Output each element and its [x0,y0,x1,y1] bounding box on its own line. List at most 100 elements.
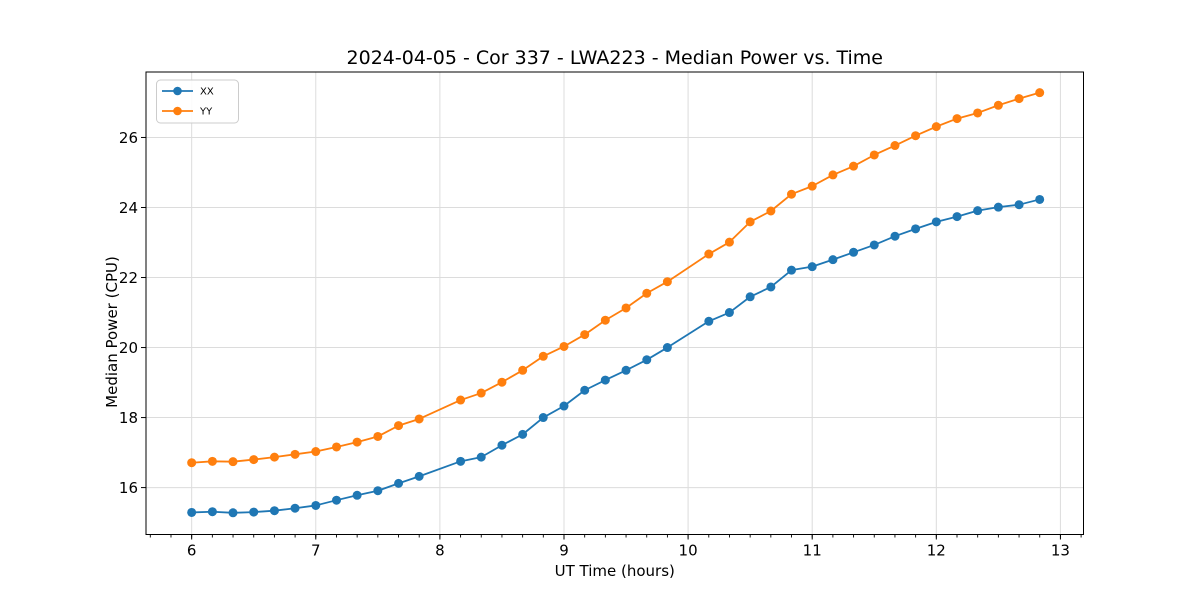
series-YY-marker [332,442,341,452]
series-YY-marker [828,170,838,180]
series-XX-marker [249,507,259,517]
series-XX-marker [538,413,548,423]
series-YY-marker [311,447,321,457]
legend: XX YY [156,79,239,124]
chart-title: 2024-04-05 - Cor 337 - LWA223 - Median P… [347,47,883,69]
x-tick-label: 7 [311,542,321,560]
series-XX-marker [580,385,590,395]
series-YY-marker [352,437,362,447]
series-YY-marker [456,395,466,405]
series-YY-marker [993,100,1003,110]
series-YY-marker [580,330,590,340]
series-YY-marker [724,237,734,247]
legend-marker-xx [173,86,182,96]
series-YY-marker [600,315,610,325]
x-tick-label: 11 [803,542,822,560]
y-tick-label: 22 [119,269,138,287]
series-XX-marker [869,240,879,250]
series-YY-marker [807,181,817,191]
series-XX-marker [559,401,569,411]
series-XX-marker [745,292,755,302]
series-XX-marker [518,429,528,439]
series-XX-marker [828,255,838,265]
series-YY-marker [745,217,755,227]
series-YY-marker [290,449,300,459]
series-XX-marker [269,506,279,516]
legend-entry-xx: XX [162,87,214,98]
series-XX-marker [1035,194,1045,204]
series-YY-marker [931,122,941,132]
x-tick-label: 13 [1051,542,1070,560]
series-XX-marker [786,265,796,275]
series-YY-marker [869,150,879,160]
series-YY-marker [890,141,900,151]
axis-ticks [141,136,1082,540]
legend-label-yy: YY [199,107,213,118]
legend-marker-yy [173,106,182,116]
x-tick-label: 9 [559,542,569,560]
series-XX-marker [332,495,341,505]
series-YY-marker [187,458,197,468]
series-YY-marker [642,288,652,298]
series-YY-marker [766,206,776,216]
series-XX-marker [394,478,404,488]
series-XX-marker [993,202,1003,212]
series-YY-marker [911,131,921,141]
series-YY-marker [1035,88,1045,98]
axes-frame [145,71,1084,535]
x-tick-label: 8 [435,542,445,560]
y-tick-label: 16 [119,479,138,497]
y-tick-label: 24 [119,199,138,217]
series-XX-marker [642,355,652,365]
series-YY-marker [269,452,279,462]
x-tick-label: 6 [187,542,197,560]
series-XX-marker [207,507,217,517]
series-YY-marker [497,377,507,387]
series-XX-marker [973,206,983,216]
series-XX-marker [662,343,672,353]
legend-box [156,79,239,124]
y-tick-label: 20 [119,339,138,357]
legend-entry-yy: YY [162,107,213,118]
series-YY-marker [559,341,569,351]
series-XX-marker [890,231,900,241]
series-YY-marker [1014,94,1024,104]
series-YY-marker [952,114,962,124]
series-YY-marker [394,421,404,431]
tick-labels: 6 7 8 9 10 11 12 13 16 18 20 22 24 26 [119,129,1070,560]
series-YY-marker [518,365,528,375]
series-XX-marker [849,247,859,257]
series-YY-marker [538,351,548,361]
series-YY-marker [207,456,217,466]
y-tick-label: 26 [119,129,138,147]
series-XX-marker [766,282,776,292]
x-tick-label: 12 [927,542,946,560]
series-YY-marker [973,108,983,118]
series-YY-marker [476,388,486,398]
series-YY-marker [414,414,424,424]
legend-label-xx: XX [200,87,214,98]
series-XX-marker [931,217,941,227]
series-XX-marker [414,471,424,481]
series-YY-marker [621,303,631,313]
series-XX-marker [476,452,486,462]
x-tick-label: 10 [679,542,698,560]
series-XX-marker [311,500,321,510]
gridlines [146,72,1084,535]
series-XX-line [191,198,1040,514]
series-YY-marker [662,277,672,287]
series-XX-marker [456,456,466,466]
series-XX-marker [228,508,238,518]
series-XX-marker [911,224,921,234]
series-XX-marker [497,440,507,450]
series-XX-marker [352,490,362,500]
series-XX-marker [187,507,197,517]
series-XX-marker [704,316,714,326]
series-YY-line [191,91,1040,464]
series-YY-marker [228,457,238,467]
series-YY-marker [849,161,859,171]
series-XX-marker [724,308,734,318]
series-YY-marker [704,249,714,259]
